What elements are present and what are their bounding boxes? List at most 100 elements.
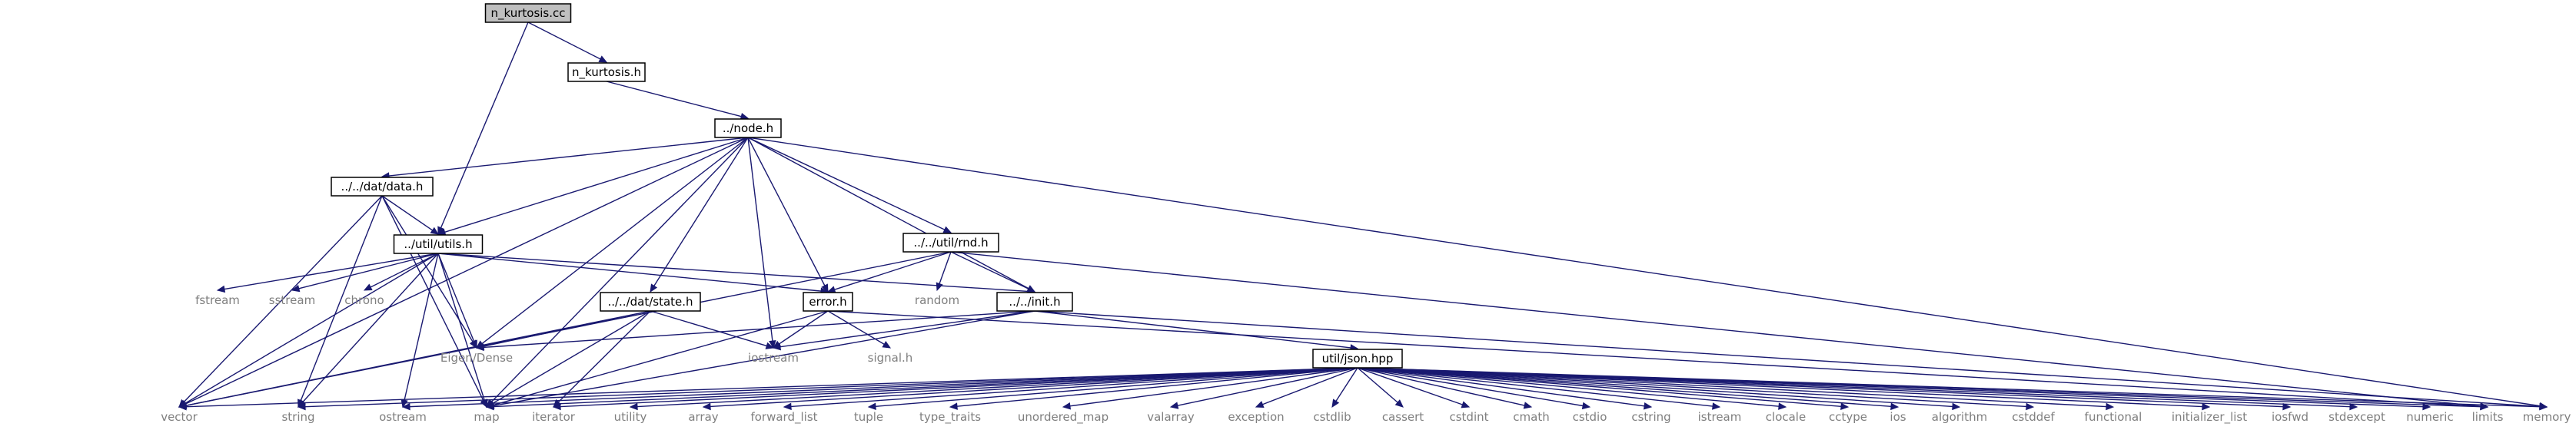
- node-rnd-h[interactable]: ../../util/rnd.h: [902, 233, 999, 253]
- dependency-edge: [1062, 367, 1358, 410]
- node-init-h[interactable]: ../../init.h: [996, 292, 1073, 312]
- dependency-edge: [437, 22, 529, 236]
- node-cassert: cassert: [1382, 410, 1424, 424]
- dependency-edge: [1357, 367, 1850, 410]
- node-cstdlib: cstdlib: [1313, 410, 1351, 424]
- node-label: utility: [614, 410, 647, 424]
- dependency-edge: [650, 137, 749, 293]
- dependency-edge: [783, 367, 1358, 411]
- node-node-h[interactable]: ../node.h: [714, 118, 782, 138]
- dependency-edge: [1357, 367, 1471, 408]
- node-data-h[interactable]: ../../dat/data.h: [331, 177, 434, 197]
- node-n-kurtosis-cc[interactable]: n_kurtosis.cc: [484, 3, 572, 23]
- node-cctype: cctype: [1829, 410, 1867, 424]
- node-label: cstring: [1631, 410, 1670, 424]
- node-box: [902, 233, 999, 253]
- node-label: initializer_list: [2172, 410, 2247, 425]
- dependency-edge: [178, 253, 439, 408]
- dependency-edge: [437, 253, 1036, 296]
- node-limits: limits: [2472, 410, 2504, 424]
- node-error-h[interactable]: error.h: [803, 292, 853, 312]
- dependency-edge: [1357, 367, 2548, 411]
- dependency-edge: [1169, 367, 1358, 409]
- dependency-edge: [650, 310, 775, 349]
- node-utils-h[interactable]: ../util/utils.h: [393, 234, 484, 254]
- dependency-edge: [747, 137, 829, 293]
- dependency-edge: [381, 195, 477, 349]
- node-label: chrono: [344, 293, 384, 307]
- dependency-edge: [1357, 367, 1787, 410]
- node-box: [484, 3, 572, 23]
- node-label: limits: [2472, 410, 2504, 424]
- node-box: [803, 292, 853, 312]
- node-label: type_traits: [919, 410, 981, 425]
- node-label: cstdio: [1573, 410, 1607, 424]
- dependency-edge: [1357, 367, 1721, 410]
- dependency-edge: [606, 81, 750, 121]
- node-label: cstdlib: [1313, 410, 1351, 424]
- node-label: ../../dat/data.h: [341, 180, 424, 194]
- dependency-edge: [552, 367, 1358, 411]
- dependency-edge: [1357, 367, 1591, 410]
- node-label: istream: [1698, 410, 1742, 424]
- node-map: map: [474, 410, 499, 424]
- node-chrono: chrono: [344, 293, 384, 307]
- dependency-edge: [437, 137, 749, 236]
- dependency-edge: [485, 367, 1358, 411]
- graph-nodes: n_kurtosis.cc n_kurtosis.h ../node.h ../../…: [161, 3, 2571, 425]
- node-label: unordered_map: [1018, 410, 1109, 425]
- node-iterator: iterator: [532, 410, 576, 424]
- dependency-edge: [527, 22, 608, 63]
- dependency-edge: [702, 367, 1358, 411]
- node-box: [567, 62, 646, 82]
- dependency-edge: [629, 367, 1358, 411]
- node-label: exception: [1228, 410, 1284, 424]
- node-label: ../../dat/state.h: [607, 295, 693, 309]
- node-json-hpp[interactable]: util/json.hpp: [1312, 349, 1403, 369]
- node-label: signal.h: [868, 351, 913, 365]
- node-istream: istream: [1698, 410, 1742, 424]
- node-ios: ios: [1890, 410, 1906, 424]
- node-ostream: ostream: [379, 410, 427, 424]
- node-forward-list: forward_list: [750, 410, 817, 425]
- node-state-h[interactable]: ../../dat/state.h: [600, 292, 701, 312]
- node-array: array: [688, 410, 718, 424]
- node-n-kurtosis-h[interactable]: n_kurtosis.h: [567, 62, 646, 82]
- node-algorithm: algorithm: [1932, 410, 1987, 424]
- node-label: numeric: [2406, 410, 2453, 424]
- node-functional: functional: [2085, 410, 2142, 424]
- node-tuple: tuple: [854, 410, 883, 424]
- node-label: memory: [2523, 410, 2571, 424]
- node-label: ../../init.h: [1009, 295, 1060, 309]
- node-label: error.h: [809, 295, 846, 309]
- node-label: cstddef: [2012, 410, 2055, 424]
- node-eigen: Eigen/Dense: [440, 351, 513, 365]
- node-label: fstream: [195, 293, 240, 307]
- node-box: [331, 177, 434, 197]
- node-sstream: sstream: [269, 293, 315, 307]
- node-label: tuple: [854, 410, 883, 424]
- node-label: ios: [1890, 410, 1906, 424]
- dependency-edge: [1357, 367, 1533, 409]
- node-label: sstream: [269, 293, 315, 307]
- node-label: util/json.hpp: [1322, 352, 1394, 366]
- dependency-edge: [747, 137, 776, 349]
- dependency-edge: [475, 310, 1035, 352]
- node-type-traits: type_traits: [919, 410, 981, 425]
- dependency-edge: [772, 310, 1035, 351]
- node-label: functional: [2085, 410, 2142, 424]
- node-label: ../util/utils.h: [404, 237, 472, 251]
- node-utility: utility: [614, 410, 647, 424]
- dependency-edge: [949, 367, 1358, 410]
- node-valarray: valarray: [1147, 410, 1195, 424]
- node-label: iterator: [532, 410, 576, 424]
- dependency-edge: [437, 253, 477, 349]
- node-stdexcept: stdexcept: [2328, 410, 2385, 424]
- dependency-edge: [1357, 367, 1900, 411]
- node-label: cmath: [1513, 410, 1549, 424]
- dependency-edge: [1357, 367, 1961, 411]
- node-label: Eigen/Dense: [440, 351, 513, 365]
- node-label: random: [915, 293, 959, 307]
- node-label: map: [474, 410, 499, 424]
- node-label: stdexcept: [2328, 410, 2385, 424]
